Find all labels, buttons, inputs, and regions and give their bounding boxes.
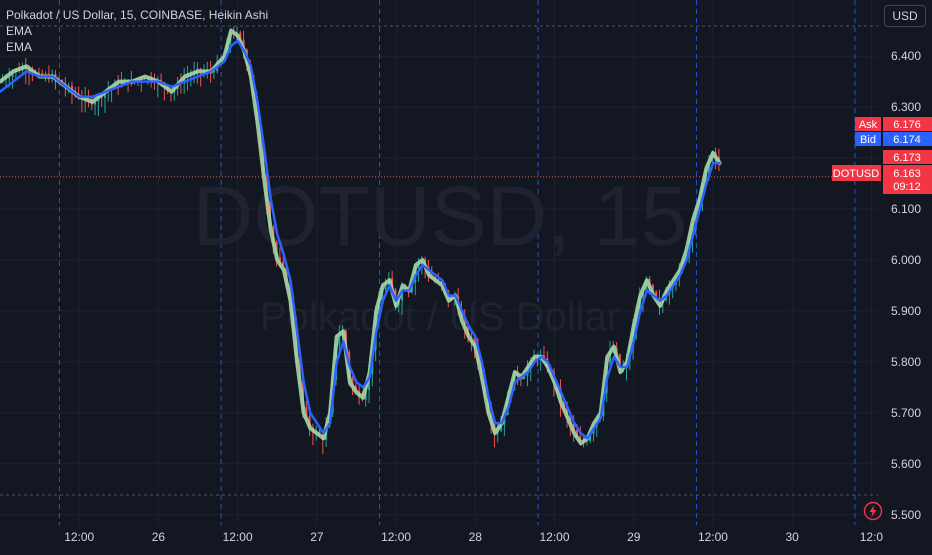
symbol-tag: DOTUSD (833, 168, 880, 180)
candle-body (94, 101, 97, 105)
candle-body (575, 430, 578, 437)
candle-body (278, 256, 281, 262)
candle-body (463, 317, 466, 325)
candle-body (160, 79, 163, 83)
y-tick-label: 5.900 (891, 304, 921, 318)
x-tick-label: 12:00 (381, 530, 411, 544)
candle-body (183, 77, 186, 84)
candle-body (655, 291, 658, 298)
candle-body (8, 76, 11, 79)
x-tick-label: 29 (627, 530, 641, 544)
bid-label-bg (855, 132, 881, 146)
y-tick-label: 5.600 (891, 457, 921, 471)
candle-body (694, 211, 697, 226)
candle-body (651, 284, 654, 292)
ask-value: 6.176 (893, 119, 921, 131)
ema-layer (0, 28, 722, 446)
candle-body (282, 261, 285, 267)
watermark-layer: DOTUSD, 15 Polkadot / US Dollar (193, 169, 688, 339)
ask-value-bg (883, 117, 932, 131)
candle-body (351, 378, 354, 386)
candle-body (54, 74, 57, 78)
candle-body (608, 350, 611, 363)
candle-body (440, 280, 443, 284)
candle-body (103, 92, 106, 98)
ask-label: Ask (859, 119, 878, 131)
last-value: 6.173 (893, 152, 921, 164)
symbol-tag-bg (832, 165, 881, 181)
candle-body (143, 78, 146, 80)
bid-value-bg (883, 132, 932, 146)
x-tick-label: 12:00 (223, 530, 253, 544)
candle-body (579, 436, 582, 441)
x-tick-label: 12:00 (540, 530, 570, 544)
candle-body (212, 71, 215, 73)
chart-legend: Polkadot / US Dollar, 15, COINBASE, Heik… (6, 7, 268, 55)
y-tick-label: 6.100 (891, 202, 921, 216)
candle-body (641, 291, 644, 298)
x-tick-label: 12:00 (64, 530, 94, 544)
y-tick-label: 6.300 (891, 100, 921, 114)
y-tick-label: 6.000 (891, 253, 921, 267)
symbol-title[interactable]: Polkadot / US Dollar, 15, COINBASE, Heik… (6, 8, 269, 22)
currency-button[interactable]: USD (884, 5, 926, 27)
countdown: 09:12 (893, 181, 921, 193)
indicator-ema-2[interactable]: EMA (6, 40, 33, 54)
lightning-icon[interactable] (862, 500, 884, 522)
candle-body (523, 375, 526, 380)
x-tick-label: 28 (469, 530, 483, 544)
candle-body (239, 32, 242, 40)
candle-body (37, 72, 40, 74)
candle-body (589, 433, 592, 442)
x-tick-label: 30 (786, 530, 800, 544)
ask-label-bg (855, 117, 881, 131)
candle-body (338, 335, 341, 346)
grid-layer (0, 0, 878, 525)
x-tick-label: 12:00 (698, 530, 728, 544)
indicator-ema-1[interactable]: EMA (6, 24, 33, 38)
watermark-description: Polkadot / US Dollar (260, 295, 620, 339)
bid-label: Bid (860, 134, 876, 146)
price-tag-layer: Ask 6.176 Bid 6.174 6.173 DOTUSD 6.163 0… (832, 117, 932, 194)
candle-body (708, 161, 711, 174)
y-tick-label: 5.700 (891, 406, 921, 420)
axis-layer: 6.4006.3006.2006.1006.0005.9005.8005.700… (64, 49, 921, 544)
x-tick-label: 26 (152, 530, 166, 544)
candle-body (305, 407, 308, 417)
x-tick-label: 27 (310, 530, 324, 544)
y-tick-label: 5.500 (891, 508, 921, 522)
ema-slow-line (0, 39, 721, 440)
x-tick-label: 12:0 (860, 530, 884, 544)
y-tick-label: 5.800 (891, 355, 921, 369)
candle-body (566, 407, 569, 416)
candle-body (11, 72, 14, 77)
candle-body (70, 85, 73, 92)
y-tick-label: 6.400 (891, 49, 921, 63)
candle-body (585, 441, 588, 443)
last-value-bg (883, 150, 932, 164)
bid-value: 6.174 (893, 134, 921, 146)
current-price: 6.163 (893, 168, 921, 180)
current-price-bg (883, 165, 932, 194)
candle-body (417, 263, 420, 269)
candle-body (542, 355, 545, 359)
